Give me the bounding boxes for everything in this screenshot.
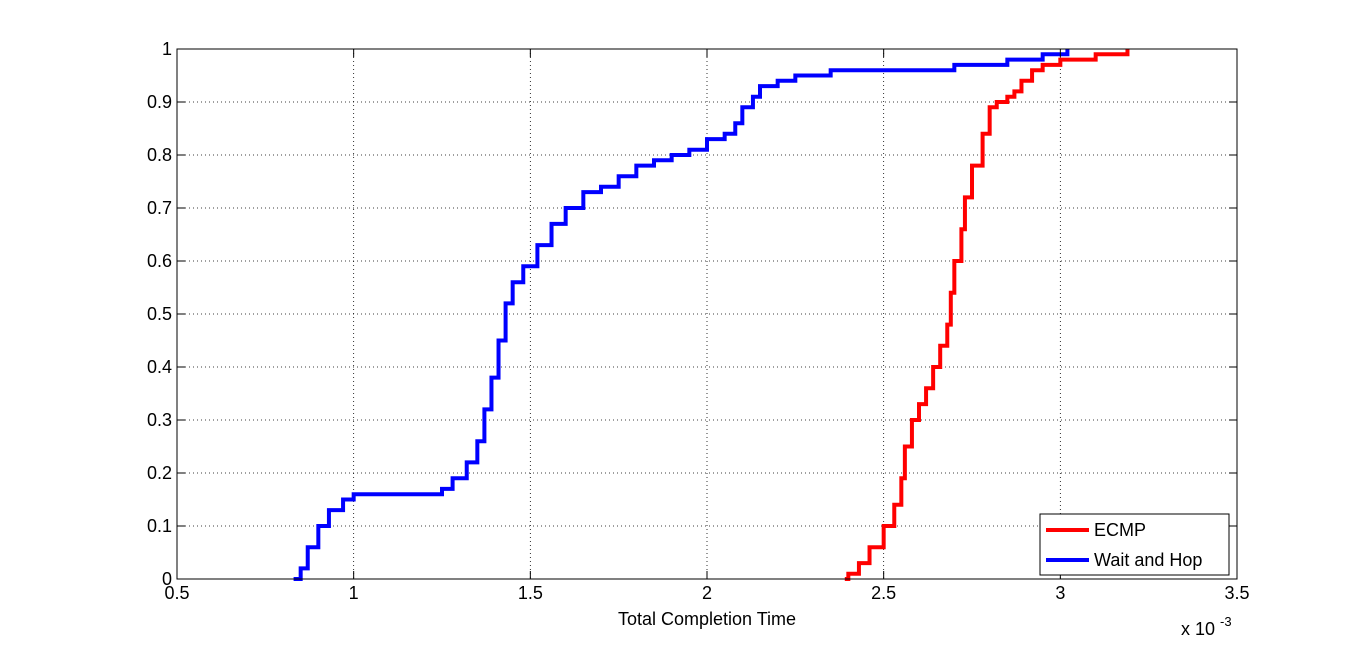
series-lines: [293, 49, 1130, 581]
x-tick-label: 0.5: [164, 583, 189, 603]
legend-label: Wait and Hop: [1094, 550, 1202, 570]
x-exponent-base: x 10: [1181, 619, 1215, 639]
x-tick-label: 3: [1055, 583, 1065, 603]
x-tick-label: 2.5: [871, 583, 896, 603]
x-tick-label: 1: [349, 583, 359, 603]
y-tick-label: 0.8: [147, 145, 172, 165]
y-tick-label: 0.2: [147, 463, 172, 483]
x-axis-label: Total Completion Time: [618, 609, 796, 629]
y-tick-label: 0.3: [147, 410, 172, 430]
series-line-wait-and-hop: [293, 49, 1070, 581]
x-axis-exponent: x 10 -3: [1181, 614, 1232, 639]
y-tick-label: 0.7: [147, 198, 172, 218]
y-tick-label: 0: [162, 569, 172, 589]
x-tick-label: 2: [702, 583, 712, 603]
y-tick-label: 0.4: [147, 357, 172, 377]
legend: ECMP Wait and Hop: [1039, 513, 1230, 576]
grid: [177, 49, 1237, 579]
y-tick-label: 0.5: [147, 304, 172, 324]
y-tick-label: 0.1: [147, 516, 172, 536]
y-tick-label: 0.6: [147, 251, 172, 271]
axis-ticks: 0.5 1 1.5 2 2.5 3 3.5 0 0.1 0.2 0.3 0.4 0.5 0.6 0.7 0.8…: [147, 39, 1250, 603]
series-line-ecmp: [844, 49, 1130, 581]
x-exponent-power: -3: [1220, 614, 1232, 629]
y-tick-label: 1: [162, 39, 172, 59]
x-tick-label: 3.5: [1224, 583, 1249, 603]
y-tick-label: 0.9: [147, 92, 172, 112]
legend-label: ECMP: [1094, 520, 1146, 540]
legend-box: [1039, 513, 1230, 576]
x-tick-label: 1.5: [518, 583, 543, 603]
